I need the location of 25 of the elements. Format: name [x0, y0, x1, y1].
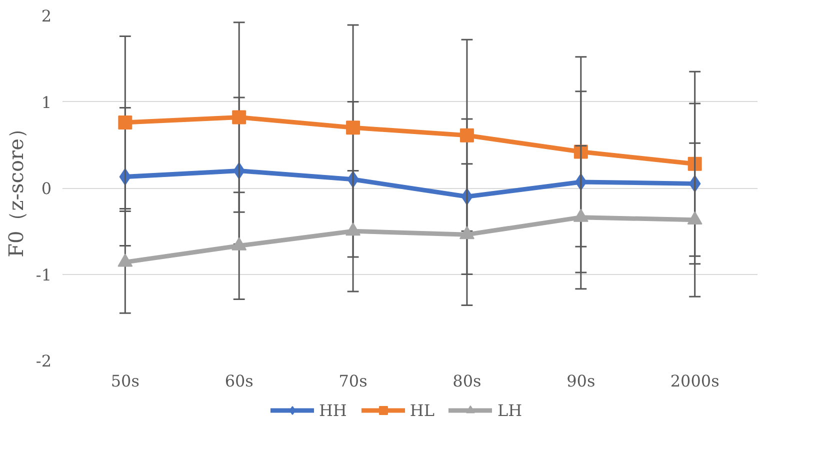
- x-tick-label: 80s: [452, 372, 482, 390]
- point: [346, 222, 361, 236]
- y-tick-label: 0: [41, 179, 52, 198]
- point: [459, 226, 474, 240]
- legend-label: HL: [410, 400, 434, 420]
- y-tick-label: 1: [41, 92, 52, 112]
- x-tick-label: 60s: [224, 372, 254, 390]
- point: [573, 208, 588, 222]
- point: [232, 110, 246, 124]
- point: [346, 120, 360, 135]
- point: [118, 115, 132, 130]
- y-axis-title: F0（z-score）: [4, 118, 28, 258]
- point: [687, 211, 702, 224]
- legend-label: HH: [318, 400, 347, 420]
- point: [232, 237, 247, 250]
- x-tick-label: 2000s: [670, 372, 720, 390]
- point: [118, 254, 133, 267]
- y-tick-label: 2: [41, 6, 52, 26]
- x-tick-label: 70s: [338, 372, 368, 390]
- point: [460, 128, 474, 142]
- x-tick-label: 50s: [110, 372, 140, 390]
- y-tick-label: -2: [36, 352, 52, 370]
- legend-label: LH: [497, 400, 522, 420]
- y-tick-label: -1: [36, 265, 52, 284]
- x-tick-label: 90s: [566, 372, 596, 390]
